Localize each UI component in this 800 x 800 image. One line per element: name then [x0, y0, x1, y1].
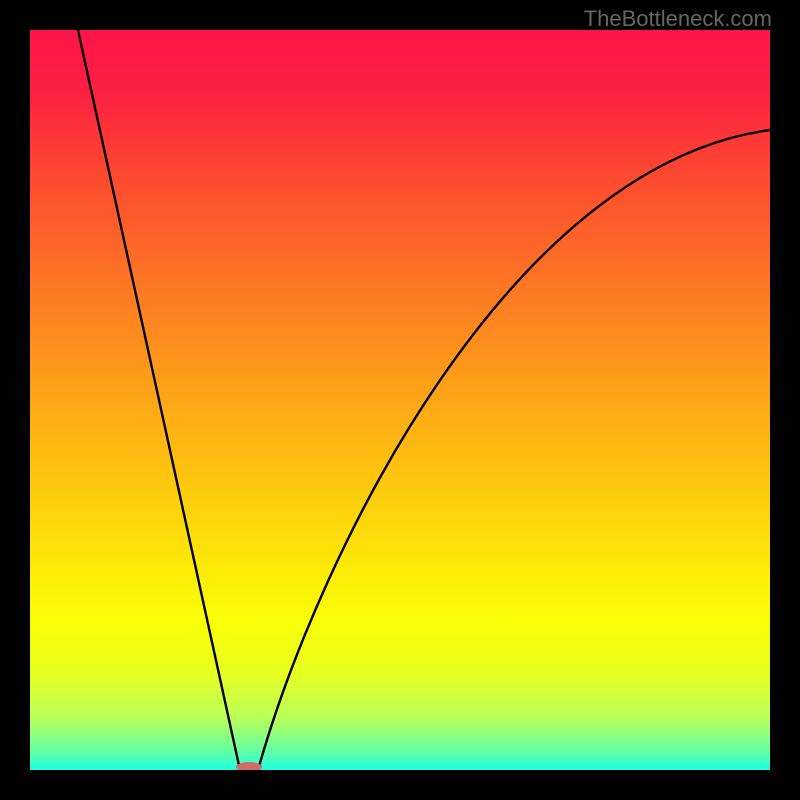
chart-svg [30, 30, 770, 770]
watermark-text: TheBottleneck.com [584, 6, 772, 32]
gradient-background [30, 30, 770, 770]
bottleneck-chart [30, 30, 770, 770]
